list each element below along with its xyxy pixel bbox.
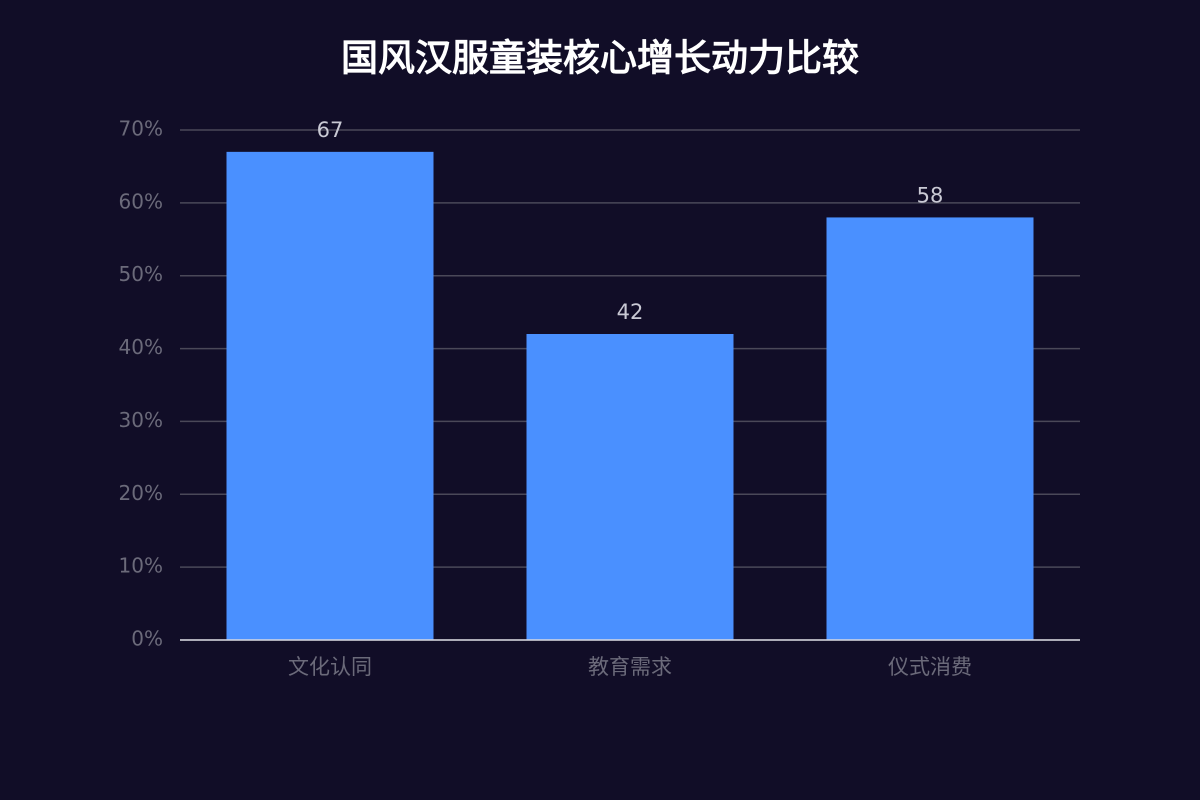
chart-title: 国风汉服童装核心增长动力比较 bbox=[341, 37, 859, 80]
y-tick-label: 70% bbox=[119, 117, 163, 141]
x-tick-label: 教育需求 bbox=[588, 655, 672, 679]
y-tick-label: 0% bbox=[131, 627, 163, 651]
y-tick-label: 10% bbox=[119, 554, 163, 578]
x-tick-label: 文化认同 bbox=[288, 655, 372, 679]
value-label: 42 bbox=[617, 300, 644, 324]
x-tick-label: 仪式消费 bbox=[888, 655, 972, 679]
y-tick-label: 50% bbox=[119, 262, 163, 286]
y-tick-label: 40% bbox=[119, 335, 163, 359]
y-tick-label: 20% bbox=[119, 481, 163, 505]
value-label: 58 bbox=[917, 183, 944, 207]
bar bbox=[826, 217, 1034, 640]
bar bbox=[526, 334, 734, 640]
bar bbox=[226, 151, 434, 640]
value-label: 67 bbox=[317, 118, 344, 142]
y-tick-label: 30% bbox=[119, 408, 163, 432]
y-tick-label: 60% bbox=[119, 189, 163, 213]
